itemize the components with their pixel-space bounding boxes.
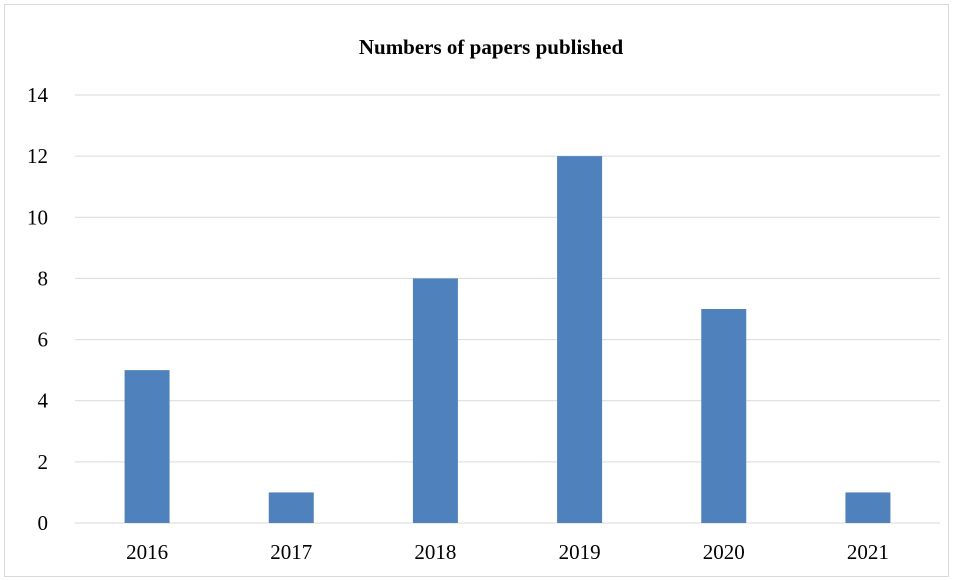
bar-2020: [701, 309, 747, 523]
x-tick-label: 2018: [414, 540, 456, 564]
y-tick-label: 8: [38, 266, 49, 290]
y-tick-label: 14: [27, 83, 49, 107]
bar-2017: [268, 492, 314, 523]
x-tick-label: 2019: [559, 540, 601, 564]
y-tick-label: 2: [38, 450, 49, 474]
y-axis-ticks: 0 2 4 6 8 10 12 14: [27, 83, 49, 535]
x-tick-label: 2017: [270, 540, 312, 564]
y-tick-label: 4: [38, 389, 49, 413]
bars: [124, 156, 891, 523]
y-tick-label: 0: [38, 511, 49, 535]
x-tick-label: 2016: [126, 540, 168, 564]
chart-title: Numbers of papers published: [359, 35, 624, 59]
bar-2018: [412, 278, 458, 523]
x-tick-label: 2020: [703, 540, 745, 564]
y-tick-label: 10: [27, 205, 48, 229]
gridlines: [75, 94, 940, 524]
x-tick-label: 2021: [847, 540, 889, 564]
bar-2019: [557, 156, 603, 523]
y-tick-label: 12: [27, 144, 48, 168]
bar-2016: [124, 370, 170, 523]
x-axis-ticks: 2016 2017 2018 2019 2020 2021: [126, 540, 889, 564]
bar-2021: [845, 492, 891, 523]
y-tick-label: 6: [38, 328, 49, 352]
